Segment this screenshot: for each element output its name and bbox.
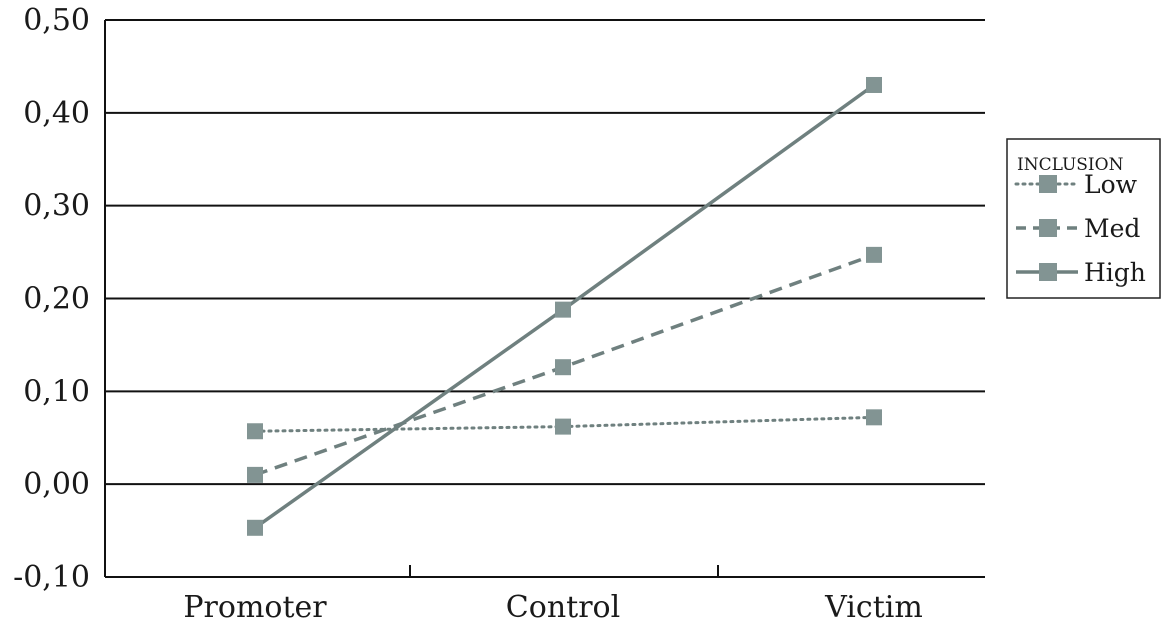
legend-item-med: Med	[1016, 214, 1140, 243]
legend-marker	[1039, 263, 1057, 281]
y-tick-label: 0,40	[23, 96, 90, 131]
data-point	[555, 418, 571, 435]
data-point	[555, 301, 571, 318]
data-point	[247, 423, 263, 440]
series-med	[247, 246, 882, 483]
y-tick-label: 0,30	[23, 189, 90, 224]
legend-label: Med	[1084, 214, 1140, 243]
y-tick-label: 0,50	[23, 3, 90, 38]
x-axis	[105, 565, 985, 578]
gridlines	[104, 19, 985, 577]
data-point	[866, 76, 882, 93]
y-tick-label: -0,10	[13, 560, 90, 595]
data-point	[247, 466, 263, 483]
series-low	[247, 409, 882, 440]
data-point	[247, 519, 263, 536]
legend-item-low: Low	[1014, 170, 1138, 199]
y-tick-label: 0,00	[23, 467, 90, 502]
x-tick-labels: Promoter Control Victim	[183, 590, 922, 621]
legend: INCLUSION Low Med High	[1006, 138, 1161, 299]
legend-label: High	[1084, 258, 1146, 287]
legend-item-high: High	[1016, 258, 1146, 287]
data-point	[555, 359, 571, 376]
legend-marker	[1039, 219, 1057, 237]
y-tick-label: 0,20	[23, 282, 90, 317]
x-tick-label: Promoter	[183, 590, 327, 621]
legend-marker	[1039, 175, 1057, 193]
series-high	[247, 76, 882, 536]
data-point	[866, 409, 882, 426]
y-tick-labels: -0,10 0,00 0,10 0,20 0,30 0,40 0,50	[13, 3, 90, 595]
y-tick-label: 0,10	[23, 374, 90, 409]
legend-label: Low	[1084, 170, 1138, 199]
data-point	[866, 246, 882, 263]
series-lines	[247, 76, 882, 536]
x-tick-label: Victim	[824, 590, 923, 621]
x-tick-label: Control	[506, 590, 620, 621]
legend-title: INCLUSION	[1017, 155, 1124, 175]
